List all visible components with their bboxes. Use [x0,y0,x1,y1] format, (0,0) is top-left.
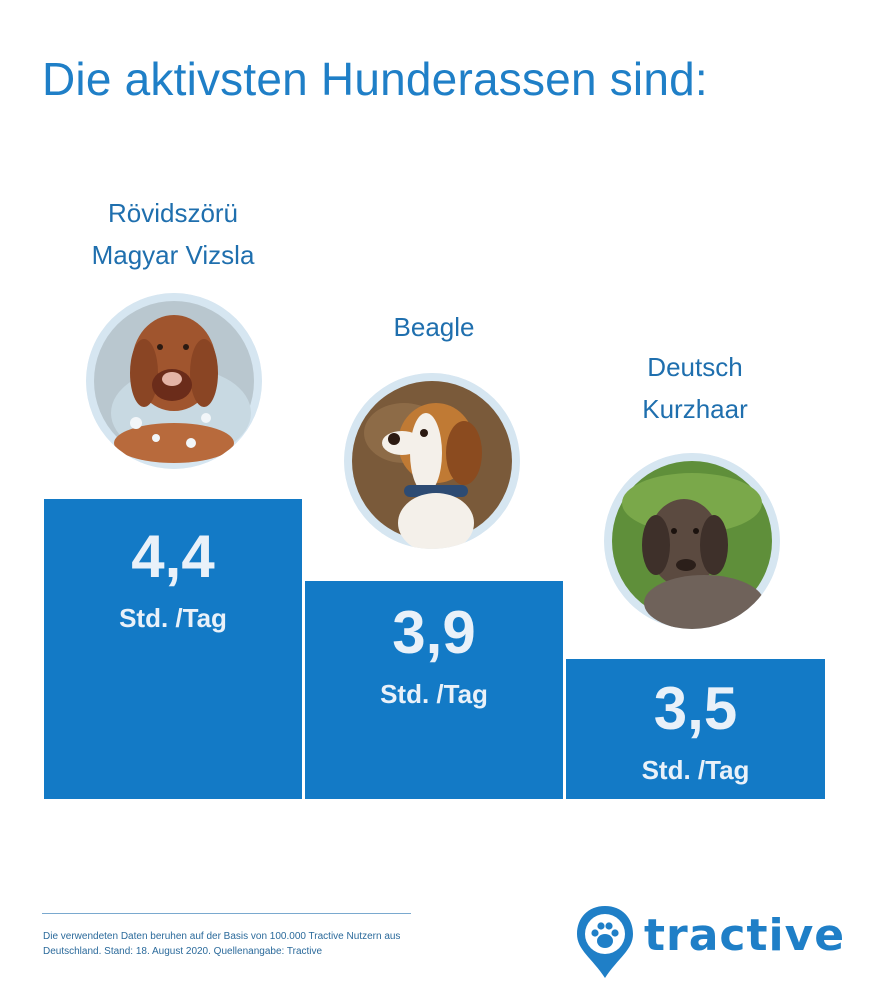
bar-beagle: 3,9 Std. /Tag [305,581,563,799]
page-title: Die aktivsten Hunderassen sind: [42,53,708,105]
footnote-divider [42,913,411,914]
unit-label-vizsla: Std. /Tag [119,603,227,633]
bar-vizsla: 4,4 Std. /Tag [44,499,302,799]
beagle-photo [344,373,520,549]
vizsla-photo [86,293,262,469]
breed-label-kurzhaar: Deutsch Kurzhaar [642,352,748,424]
bar-kurzhaar: 3,5 Std. /Tag [566,659,825,799]
unit-label-beagle: Std. /Tag [380,679,488,709]
kurzhaar-photo [604,453,780,629]
breed-label-beagle: Beagle [393,312,475,342]
paw-pin-icon [577,906,633,978]
footnote: Die verwendeten Daten beruhen auf der Ba… [43,931,401,957]
value-label-vizsla: 4,4 [131,523,215,590]
logo-text: tractive [644,910,846,961]
unit-label-kurzhaar: Std. /Tag [641,755,750,785]
value-label-kurzhaar: 3,5 [653,675,738,742]
tractive-logo: tractive [574,904,844,980]
value-label-beagle: 3,9 [392,599,476,666]
breed-label-vizsla: Rövidszörü Magyar Vizsla [91,198,255,270]
